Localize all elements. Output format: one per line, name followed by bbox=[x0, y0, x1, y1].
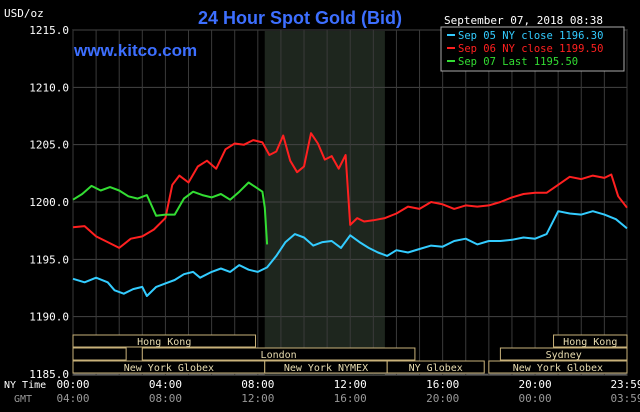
y-tick-label: 1190.0 bbox=[29, 311, 69, 324]
series-line bbox=[72, 132, 628, 249]
legend-entry: Sep 07 Last 1195.50 bbox=[458, 56, 578, 68]
session-label: Sydney bbox=[546, 350, 582, 361]
watermark-url[interactable]: www.kitco.com bbox=[73, 41, 197, 60]
session-bar bbox=[488, 360, 628, 374]
market-sessions: Hong Kong Hong Kong London Sydney New York G… bbox=[72, 334, 628, 374]
x-tick-label-ny: 00:00 bbox=[56, 378, 89, 391]
chart-title: 24 Hour Spot Gold (Bid) bbox=[198, 8, 402, 28]
session-label: New York Globex bbox=[513, 363, 603, 374]
x-axis-label-gmt: GMT bbox=[14, 394, 32, 405]
y-tick-label: 1200.0 bbox=[29, 196, 69, 209]
x-tick-label-gmt: 12:00 bbox=[241, 392, 274, 405]
session-label: Hong Kong bbox=[137, 337, 191, 348]
x-tick-label-ny: 12:00 bbox=[334, 378, 367, 391]
y-tick-label: 1210.0 bbox=[29, 81, 69, 94]
session-label: Hong Kong bbox=[563, 337, 617, 348]
x-tick-label-ny: 23:59 bbox=[610, 378, 640, 391]
x-tick-label-gmt: 20:00 bbox=[426, 392, 459, 405]
x-tick-label-ny: 08:00 bbox=[241, 378, 274, 391]
x-tick-label-gmt: 08:00 bbox=[149, 392, 182, 405]
y-tick-label: 1205.0 bbox=[29, 139, 69, 152]
series-line bbox=[72, 210, 628, 297]
date-label: September 07, 2018 08:38 bbox=[444, 14, 603, 27]
session-bar bbox=[499, 347, 628, 361]
session-bar bbox=[553, 334, 628, 348]
legend-entry: Sep 06 NY close 1199.50 bbox=[458, 43, 603, 55]
legend-entry: Sep 05 NY close 1196.30 bbox=[458, 30, 603, 42]
x-tick-label-gmt: 00:00 bbox=[518, 392, 551, 405]
session-label: London bbox=[261, 350, 297, 361]
x-tick-label-gmt: 04:00 bbox=[56, 392, 89, 405]
session-bar bbox=[141, 347, 416, 361]
price-series bbox=[72, 132, 628, 297]
grid-lines bbox=[72, 29, 628, 375]
session-label: New York NYMEX bbox=[284, 363, 368, 374]
session-bar bbox=[72, 347, 127, 361]
series-line bbox=[72, 181, 269, 245]
y-tick-label: 1215.0 bbox=[29, 24, 69, 37]
x-tick-label-ny: 20:00 bbox=[518, 378, 551, 391]
session-bar bbox=[72, 334, 257, 348]
session-bar bbox=[386, 360, 485, 374]
y-tick-label: 1185.0 bbox=[29, 368, 69, 381]
x-tick-label-ny: 04:00 bbox=[149, 378, 182, 391]
y-tick-label: 1195.0 bbox=[29, 253, 69, 266]
legend-box bbox=[440, 26, 625, 72]
y-axis-ticks: 1215.0 1210.0 1205.0 1200.0 1195.0 1190.0 1185… bbox=[29, 24, 69, 381]
session-label: NY Globex bbox=[409, 363, 463, 374]
x-axis-label-ny: NY Time bbox=[4, 380, 46, 391]
session-label: New York Globex bbox=[124, 363, 214, 374]
y-axis-label: USD/oz bbox=[4, 7, 44, 20]
x-tick-label-gmt: 03:59 bbox=[610, 392, 640, 405]
x-tick-label-gmt: 16:00 bbox=[334, 392, 367, 405]
ny-session-shading bbox=[264, 31, 385, 375]
x-axis-ticks: 00:0004:0008:0012:0016:0020:0023:5904:00… bbox=[56, 378, 640, 405]
x-tick-label-ny: 16:00 bbox=[426, 378, 459, 391]
